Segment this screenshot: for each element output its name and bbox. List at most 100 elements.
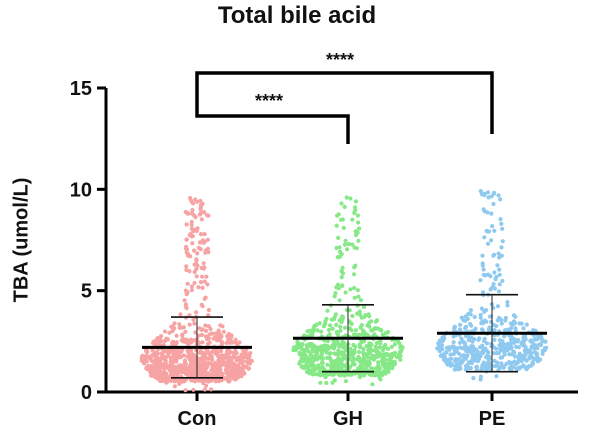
data-point <box>171 366 176 371</box>
data-point <box>189 287 194 293</box>
data-point <box>306 364 311 369</box>
data-point <box>183 361 188 366</box>
data-point <box>367 372 372 377</box>
data-point <box>341 225 346 230</box>
data-point <box>523 344 528 350</box>
data-point <box>517 351 522 356</box>
data-point <box>319 347 324 352</box>
data-point <box>302 353 307 358</box>
data-point <box>340 357 345 362</box>
data-point <box>208 361 213 366</box>
data-point <box>466 338 472 343</box>
data-point <box>336 212 341 217</box>
data-point <box>514 344 519 349</box>
data-point <box>377 376 382 381</box>
data-point <box>335 331 340 336</box>
data-point <box>499 253 504 258</box>
data-point <box>178 312 183 317</box>
data-point <box>228 336 233 341</box>
data-point <box>219 333 224 338</box>
data-point <box>204 274 209 279</box>
data-point <box>373 319 378 324</box>
data-point <box>191 317 196 322</box>
data-point <box>398 349 403 354</box>
data-point <box>305 329 310 334</box>
data-point <box>511 336 516 341</box>
data-point <box>168 366 173 371</box>
data-point <box>503 318 508 323</box>
data-point <box>527 356 532 361</box>
data-point <box>201 261 206 266</box>
data-point <box>485 210 490 215</box>
data-point <box>508 367 513 372</box>
data-point <box>533 337 539 342</box>
data-point <box>480 363 485 368</box>
data-point <box>144 349 149 354</box>
data-point <box>184 292 189 297</box>
data-point <box>466 311 471 316</box>
data-point <box>213 364 218 369</box>
data-point <box>379 328 384 333</box>
data-point <box>451 340 456 345</box>
data-point <box>355 230 360 235</box>
data-point <box>162 370 167 375</box>
data-point <box>390 363 395 368</box>
y-tick-label: 5 <box>81 281 92 303</box>
data-point <box>508 340 513 345</box>
data-point <box>447 360 452 365</box>
data-point <box>325 339 330 344</box>
data-point <box>201 369 206 374</box>
data-point <box>362 358 367 364</box>
data-point <box>372 326 377 331</box>
data-point <box>324 316 329 321</box>
data-point <box>202 232 207 237</box>
data-point <box>184 306 189 311</box>
data-point <box>339 269 344 274</box>
data-point <box>201 354 206 359</box>
significance-label: **** <box>326 50 354 70</box>
data-point <box>342 373 347 378</box>
data-point <box>516 355 521 360</box>
data-point <box>187 269 192 274</box>
data-point <box>389 358 394 363</box>
data-point <box>465 353 470 358</box>
data-point <box>181 353 186 358</box>
data-point <box>367 314 372 319</box>
data-point <box>164 380 169 385</box>
data-point <box>327 351 332 356</box>
data-point <box>497 267 502 272</box>
data-point <box>370 382 375 387</box>
data-point <box>486 350 491 355</box>
data-point <box>186 370 191 375</box>
data-point <box>350 313 355 319</box>
data-point <box>462 356 467 361</box>
data-point <box>297 361 302 366</box>
data-point <box>200 340 205 345</box>
data-point <box>242 364 247 369</box>
data-point <box>313 372 318 377</box>
data-point <box>484 341 490 346</box>
data-point <box>296 345 301 350</box>
data-point <box>480 253 485 258</box>
data-point <box>481 272 486 277</box>
data-point <box>334 284 339 290</box>
data-point <box>184 222 189 227</box>
data-point <box>156 365 162 371</box>
data-point <box>182 298 187 303</box>
data-point <box>378 373 383 378</box>
data-point <box>349 328 354 333</box>
data-point <box>492 358 497 363</box>
data-point <box>458 328 463 333</box>
data-point <box>213 370 219 375</box>
data-point <box>357 226 362 231</box>
data-point <box>325 308 330 313</box>
data-point <box>480 320 485 326</box>
data-point <box>341 351 346 356</box>
data-point <box>513 328 518 333</box>
data-point <box>203 328 208 333</box>
data-point <box>535 356 540 361</box>
data-point <box>177 322 182 327</box>
data-point <box>319 352 324 357</box>
data-point <box>326 327 332 333</box>
data-point <box>148 354 153 359</box>
